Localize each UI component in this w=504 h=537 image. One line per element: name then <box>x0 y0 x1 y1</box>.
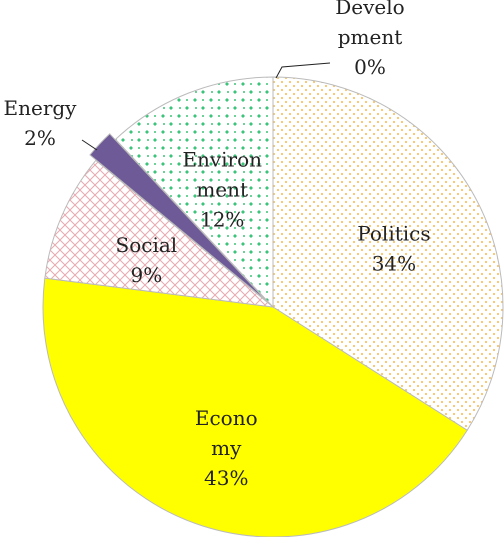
value-label: 0% <box>354 55 386 79</box>
value-label: 34% <box>372 252 416 276</box>
category-label: Energy <box>4 96 78 120</box>
leader-line <box>81 139 98 151</box>
category-label: Social <box>116 233 178 257</box>
value-label: 9% <box>130 263 162 287</box>
pie-slice <box>272 76 504 431</box>
pie-slice <box>44 159 275 308</box>
category-label: Develo pment <box>335 0 404 49</box>
value-label: 2% <box>24 126 56 150</box>
value-label: 12% <box>200 208 244 232</box>
pie-slice <box>114 76 274 309</box>
leader-line <box>275 62 331 79</box>
category-label: Econo my <box>195 406 258 460</box>
value-label: 43% <box>204 466 248 490</box>
pie-slice <box>42 277 468 537</box>
category-label: Environ ment <box>182 148 262 202</box>
category-label: Politics <box>357 222 430 246</box>
pie-slice <box>89 133 268 302</box>
